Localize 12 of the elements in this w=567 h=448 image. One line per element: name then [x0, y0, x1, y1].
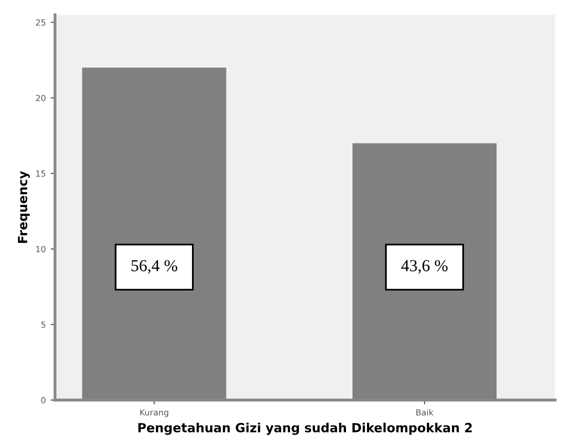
annotation: 43,6 %	[401, 260, 448, 274]
y-tick-label: 15	[36, 170, 46, 177]
y-tick-label: 20	[36, 94, 46, 102]
x-tick-label: Kurang	[140, 409, 168, 418]
y-tick-label: 0	[41, 397, 46, 404]
y-tick-label: 5	[41, 322, 46, 328]
annotation: 56,4 %	[132, 260, 178, 274]
x-axis-title: Pengetahuan Gizi yang sudah Dikelompokkan 2	[138, 422, 472, 435]
x-tick-label: Baik	[416, 409, 434, 416]
y-axis-title: Frequency	[18, 171, 30, 243]
y-tick-label: 10	[36, 246, 46, 252]
y-tick-label: 25	[36, 19, 46, 26]
